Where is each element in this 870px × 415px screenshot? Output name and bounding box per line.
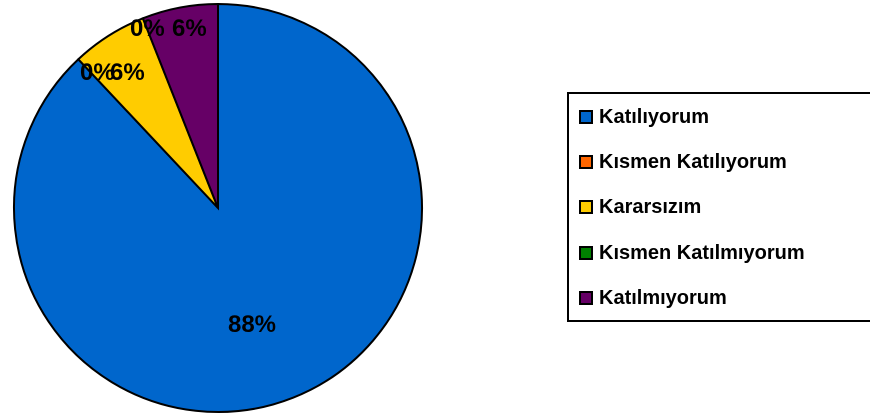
data-label-kismen-katiliyorum: 0% <box>80 59 115 86</box>
legend-item-kararsizim: Kararsızım <box>579 195 701 219</box>
legend: Katılıyorum Kısmen Katılıyorum Kararsızı… <box>567 92 870 322</box>
legend-item-katiliyorum: Katılıyorum <box>579 105 709 129</box>
legend-label-kismen-katilmiyorum: Kısmen Katılmıyorum <box>599 241 805 264</box>
pie-slices <box>12 2 423 413</box>
legend-item-katilmiyorum: Katılmıyorum <box>579 286 727 310</box>
legend-item-kismen-katilmiyorum: Kısmen Katılmıyorum <box>579 241 805 265</box>
legend-label-katiliyorum: Katılıyorum <box>599 105 710 128</box>
legend-item-kismen-katiliyorum: Kısmen Katılıyorum <box>579 150 787 174</box>
legend-swatch-kismen-katilmiyorum <box>579 246 593 260</box>
legend-swatch-katiliyorum <box>579 110 593 124</box>
legend-swatch-kismen-katiliyorum <box>579 155 593 169</box>
legend-label-katilmiyorum: Katılmıyorum <box>599 286 727 309</box>
pie-data-labels: 88%0%6%0% 6% <box>80 15 276 338</box>
legend-swatch-katilmiyorum <box>579 291 593 305</box>
legend-label-kararsizim: Kararsızım <box>599 195 702 218</box>
data-label-katilmiyorum: 6% <box>172 15 207 42</box>
data-label-katiliyorum: 88% <box>228 311 276 338</box>
pie-slice-katilmiyorum <box>141 2 219 209</box>
legend-label-kismen-katiliyorum: Kısmen Katılıyorum <box>599 150 787 173</box>
data-label-kismen-katilmiyorum: 0% <box>130 15 165 42</box>
legend-swatch-kararsizim <box>579 200 593 214</box>
data-label-kararsizim: 6% <box>110 59 145 86</box>
